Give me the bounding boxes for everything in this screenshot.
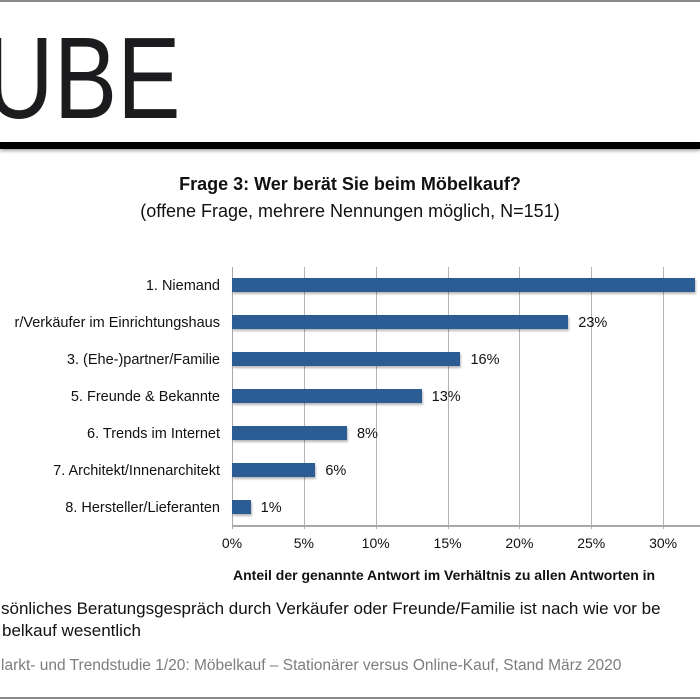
value-label: 23%: [578, 315, 608, 332]
category-label: 3. (Ehe-)partner/Familie: [66, 352, 220, 369]
x-tick-label: 10%: [361, 535, 390, 551]
x-tick-label: 20%: [505, 535, 534, 551]
bar: [232, 315, 569, 330]
x-axis-title: Anteil der genannte Antwort im Verhältni…: [233, 567, 656, 583]
value-label: 16%: [470, 352, 500, 369]
x-tick-label: 0%: [221, 535, 243, 551]
brand-wordmark: UBE: [0, 13, 181, 143]
gridline: [663, 267, 665, 529]
bar: [232, 352, 461, 367]
category-label: 5. Freunde & Bekannte: [70, 389, 220, 405]
category-label: 7. Architekt/Innenarchitekt: [53, 462, 220, 479]
bar: [232, 462, 316, 477]
x-tick-label: 25%: [577, 535, 606, 551]
x-tick-label: 30%: [649, 535, 678, 551]
value-label: 6%: [325, 462, 347, 479]
chart-title: Frage 3: Wer berät Sie beim Möbelkauf?: [179, 174, 521, 194]
gridline: [591, 267, 593, 529]
value-label: 1%: [260, 499, 282, 516]
value-label: 13%: [431, 389, 461, 405]
value-label: 8%: [356, 425, 378, 442]
bar: [232, 499, 251, 514]
bottom-border: [0, 697, 700, 699]
x-tick-label: 5%: [293, 535, 314, 551]
source-footer: larkt- und Trendstudie 1/20: Möbelkauf –…: [1, 657, 622, 674]
summary-line-1: sönliches Beratungsgespräch durch Verkäu…: [1, 599, 661, 618]
bar: [232, 425, 347, 440]
x-axis-line: [232, 525, 700, 527]
bar: [232, 389, 422, 403]
header-rule: [0, 142, 700, 149]
chart-subtitle: (offene Frage, mehrere Nennungen möglich…: [140, 201, 560, 221]
category-label: 8. Hersteller/Lieferanten: [65, 499, 220, 516]
summary-line-2: belkauf wesentlich: [2, 621, 141, 640]
category-label: 6. Trends im Internet: [87, 425, 220, 442]
category-label: 1. Niemand: [145, 278, 220, 295]
category-label: r/Verkäufer im Einrichtungshaus: [14, 315, 220, 332]
x-tick-label: 15%: [433, 535, 462, 551]
top-border: [0, 0, 700, 2]
gridline: [519, 267, 521, 529]
bar: [232, 278, 695, 293]
gridline: [447, 267, 449, 529]
